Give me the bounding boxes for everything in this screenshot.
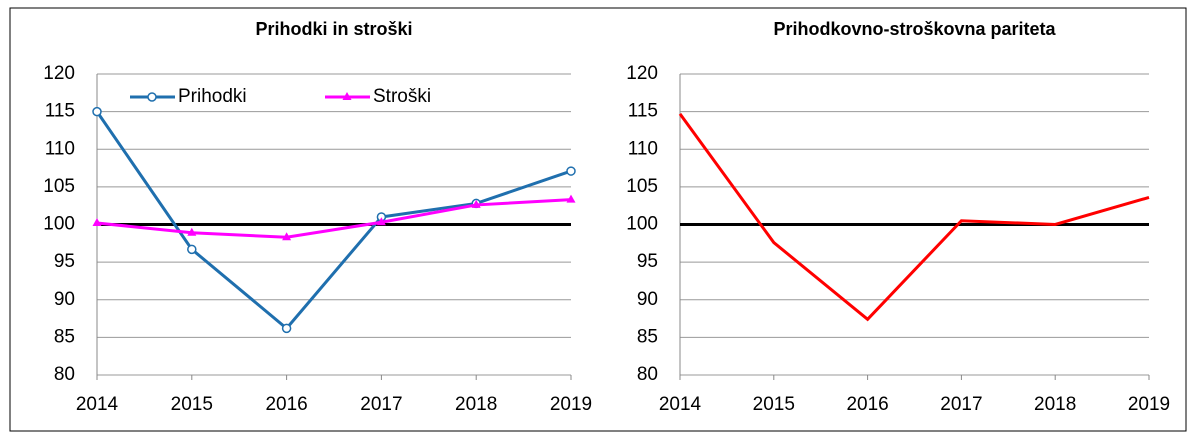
chart-title: Prihodkovno-stroškovna pariteta	[773, 19, 1056, 39]
legend-marker	[147, 92, 157, 102]
series-line	[96, 198, 572, 239]
y-tick-label: 110	[45, 138, 75, 159]
x-tick-label: 2014	[76, 394, 119, 415]
y-tick-label: 90	[637, 289, 658, 310]
point	[566, 166, 576, 176]
point	[566, 194, 576, 203]
y-tick-label: 80	[54, 364, 75, 385]
x-tick-label: 2017	[360, 394, 402, 415]
series-line	[95, 110, 572, 331]
frame	[9, 7, 1187, 432]
y-tick-label: 95	[54, 251, 75, 272]
series-line	[678, 112, 1150, 322]
point	[187, 244, 197, 255]
x-tick-label: 2017	[940, 394, 982, 415]
x-tick-label: 2014	[659, 394, 702, 415]
y-tick-label: 90	[54, 289, 75, 310]
y-tick-label: 95	[637, 251, 658, 272]
legend-marker	[342, 92, 352, 100]
point	[187, 227, 197, 236]
x-tick-label: 2015	[171, 394, 213, 415]
y-tick-label: 100	[43, 214, 75, 235]
point	[282, 232, 292, 241]
x-tick-label: 2018	[455, 394, 497, 415]
x-tick-label: 2019	[550, 394, 592, 415]
point	[92, 106, 102, 117]
y-tick-label: 120	[626, 63, 658, 84]
point	[92, 217, 102, 226]
y-tick-label: 110	[628, 138, 658, 159]
y-tick-label: 100	[626, 214, 658, 235]
x-tick-label: 2016	[846, 394, 888, 415]
point	[471, 199, 481, 208]
y-tick-label: 85	[54, 326, 75, 347]
x-tick-label: 2015	[753, 394, 795, 415]
point	[281, 323, 292, 334]
x-tick-label: 2016	[265, 394, 307, 415]
y-tick-label: 80	[637, 364, 658, 385]
chart-title: Prihodki in stroški	[255, 19, 412, 39]
x-tick-label: 2019	[1128, 394, 1170, 415]
legend-label: Prihodki	[178, 86, 247, 107]
y-tick-label: 85	[637, 326, 658, 347]
y-tick-label: 115	[45, 101, 75, 122]
point	[376, 217, 386, 226]
y-tick-label: 115	[628, 101, 658, 122]
y-tick-label: 105	[626, 176, 658, 197]
x-tick-label: 2018	[1034, 394, 1076, 415]
y-tick-label: 120	[43, 63, 75, 84]
legend-label: Stroški	[373, 86, 431, 107]
y-tick-label: 105	[43, 176, 75, 197]
